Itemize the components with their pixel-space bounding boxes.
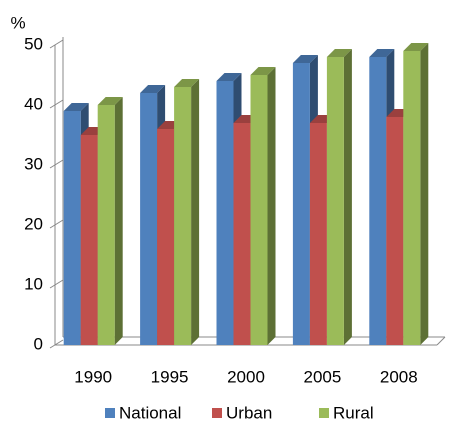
- legend-swatch: [319, 408, 329, 418]
- y-tick: [49, 99, 64, 109]
- y-tick: [49, 339, 64, 349]
- y-tick-label: 10: [24, 274, 43, 293]
- x-tick-label: 2000: [227, 367, 265, 386]
- bar: [309, 123, 327, 345]
- legend-swatch: [105, 408, 115, 418]
- legend-label: National: [119, 403, 181, 422]
- legend-swatch: [212, 408, 222, 418]
- y-tick: [49, 219, 64, 229]
- bar: [250, 75, 268, 345]
- bar-top: [174, 79, 200, 87]
- y-tick-label: 50: [24, 34, 43, 53]
- bar-top: [250, 67, 276, 75]
- bar-top: [292, 55, 318, 63]
- y-axis-label: %: [10, 13, 25, 32]
- bar-top: [140, 85, 166, 93]
- bar: [292, 63, 310, 345]
- bar: [216, 81, 234, 345]
- bar-side: [420, 43, 429, 345]
- floor-edge: [436, 336, 446, 346]
- bar-side: [114, 97, 123, 345]
- bar: [80, 135, 98, 345]
- x-tick-label: 1995: [151, 367, 189, 386]
- y-tick: [49, 279, 64, 289]
- y-tick-label: 20: [24, 214, 43, 233]
- bar: [174, 87, 192, 345]
- bar-side: [267, 67, 276, 345]
- bar: [369, 57, 387, 345]
- y-tick-label: 40: [24, 94, 43, 113]
- legend-label: Urban: [226, 403, 272, 422]
- x-tick-label: 1990: [74, 367, 112, 386]
- bar-side: [343, 49, 352, 345]
- bar-top: [216, 73, 242, 81]
- y-tick-label: 0: [34, 334, 43, 353]
- bar: [157, 129, 175, 345]
- bar: [326, 57, 344, 345]
- bar-top: [403, 43, 429, 51]
- bar-top: [369, 49, 395, 57]
- bar: [140, 93, 158, 345]
- bar-top: [63, 103, 89, 111]
- bar: [386, 117, 404, 345]
- bar: [403, 51, 421, 345]
- x-tick-label: 2005: [303, 367, 341, 386]
- bar-top: [97, 97, 123, 105]
- bar-side: [191, 79, 200, 345]
- bar: [233, 123, 251, 345]
- legend-label: Rural: [333, 403, 374, 422]
- y-tick-label: 30: [24, 154, 43, 173]
- bar: [63, 111, 81, 345]
- bar-top: [326, 49, 352, 57]
- x-tick-label: 2008: [380, 367, 418, 386]
- bar: [97, 105, 115, 345]
- y-tick: [49, 39, 64, 49]
- y-tick: [49, 159, 64, 169]
